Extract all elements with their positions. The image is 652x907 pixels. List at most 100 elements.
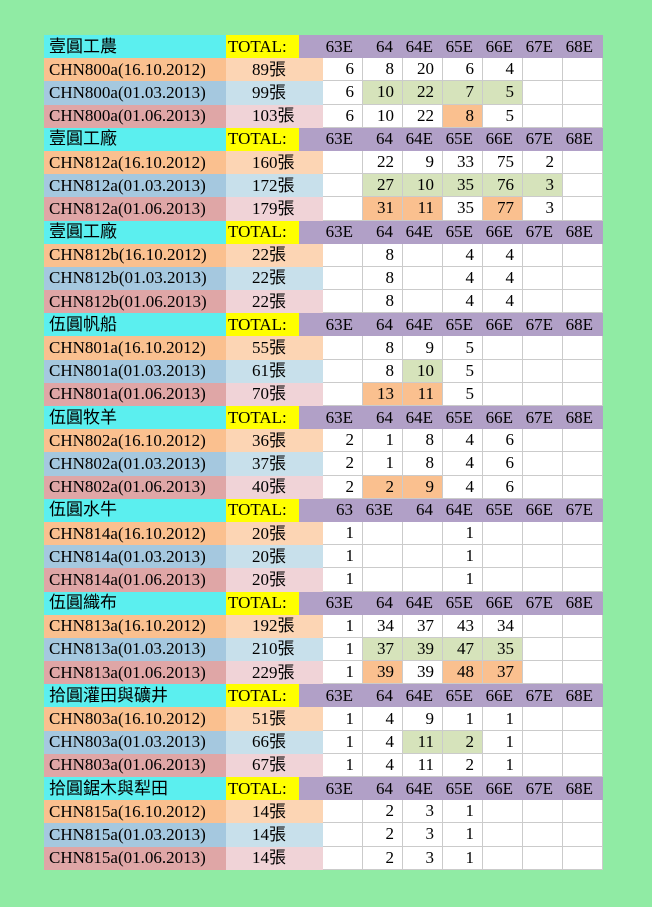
value-cell[interactable]: 8 xyxy=(403,429,444,453)
empty-cell[interactable] xyxy=(483,382,524,406)
empty-cell[interactable] xyxy=(403,266,444,291)
row-label-cell[interactable]: CHN803a(01.03.2013) xyxy=(44,730,226,754)
value-cell[interactable]: 1 xyxy=(443,800,484,824)
row-total-cell[interactable]: 22張 xyxy=(226,243,323,267)
value-cell[interactable]: 1 xyxy=(483,753,524,777)
value-cell[interactable]: 22 xyxy=(403,104,444,128)
empty-cell[interactable] xyxy=(563,545,604,569)
column-header-cell[interactable]: 64E xyxy=(403,220,444,244)
total-header-cell[interactable]: TOTAL: xyxy=(226,498,299,522)
value-cell[interactable]: 1 xyxy=(323,753,364,777)
empty-cell[interactable] xyxy=(523,475,564,499)
value-cell[interactable]: 9 xyxy=(403,150,444,175)
empty-cell[interactable] xyxy=(523,661,564,685)
column-header-cell[interactable]: 68E xyxy=(563,313,604,337)
value-cell[interactable]: 1 xyxy=(443,568,484,592)
value-cell[interactable]: 8 xyxy=(443,104,484,128)
empty-cell[interactable] xyxy=(563,58,604,82)
value-cell[interactable]: 7 xyxy=(443,81,484,105)
value-cell[interactable]: 1 xyxy=(323,568,364,592)
empty-cell[interactable] xyxy=(363,521,404,546)
row-total-cell[interactable]: 66張 xyxy=(226,730,323,754)
column-header-cell[interactable]: 64E xyxy=(443,498,484,522)
value-cell[interactable]: 1 xyxy=(363,452,404,476)
row-label-cell[interactable]: CHN801a(01.06.2013) xyxy=(44,382,226,406)
row-label-cell[interactable]: CHN801a(16.10.2012) xyxy=(44,336,226,360)
empty-cell[interactable] xyxy=(323,290,364,314)
value-cell[interactable]: 3 xyxy=(403,823,444,847)
empty-cell[interactable] xyxy=(523,614,564,638)
column-header-cell[interactable]: 66E xyxy=(483,127,524,151)
empty-cell[interactable] xyxy=(323,150,364,175)
column-header-cell[interactable]: 65E xyxy=(483,498,524,522)
empty-cell[interactable] xyxy=(323,336,364,360)
empty-cell[interactable] xyxy=(563,521,604,546)
column-header-cell[interactable]: 63E xyxy=(363,498,404,522)
row-label-cell[interactable]: CHN802a(01.06.2013) xyxy=(44,475,226,499)
row-total-cell[interactable]: 55張 xyxy=(226,336,323,360)
empty-cell[interactable] xyxy=(403,545,444,569)
value-cell[interactable]: 33 xyxy=(443,150,484,175)
column-header-cell[interactable]: 68E xyxy=(563,220,604,244)
column-header-cell[interactable]: 65E xyxy=(443,220,484,244)
column-header-cell[interactable]: 65E xyxy=(443,684,484,708)
row-label-cell[interactable]: CHN800a(16.10.2012) xyxy=(44,58,226,82)
value-cell[interactable]: 4 xyxy=(483,58,524,82)
empty-cell[interactable] xyxy=(323,823,364,847)
column-header-cell[interactable]: 67E xyxy=(523,313,564,337)
empty-cell[interactable] xyxy=(563,197,604,221)
empty-cell[interactable] xyxy=(523,382,564,406)
value-cell[interactable]: 1 xyxy=(443,707,484,731)
value-cell[interactable]: 34 xyxy=(483,614,524,638)
value-cell[interactable]: 35 xyxy=(443,174,484,198)
value-cell[interactable]: 39 xyxy=(363,661,404,685)
row-total-cell[interactable]: 61張 xyxy=(226,359,323,383)
value-cell[interactable]: 1 xyxy=(443,521,484,546)
empty-cell[interactable] xyxy=(563,800,604,824)
empty-cell[interactable] xyxy=(563,568,604,592)
row-total-cell[interactable]: 99張 xyxy=(226,81,323,105)
empty-cell[interactable] xyxy=(403,568,444,592)
value-cell[interactable]: 43 xyxy=(443,614,484,638)
value-cell[interactable]: 10 xyxy=(363,81,404,105)
empty-cell[interactable] xyxy=(483,800,524,824)
row-label-cell[interactable]: CHN814a(01.06.2013) xyxy=(44,568,226,592)
value-cell[interactable]: 2 xyxy=(443,753,484,777)
row-label-cell[interactable]: CHN814a(01.03.2013) xyxy=(44,545,226,569)
column-header-cell[interactable]: 63E xyxy=(299,684,364,708)
column-header-cell[interactable]: 64 xyxy=(363,220,404,244)
empty-cell[interactable] xyxy=(563,614,604,638)
value-cell[interactable]: 1 xyxy=(443,846,484,870)
value-cell[interactable]: 8 xyxy=(363,266,404,291)
total-header-cell[interactable]: TOTAL: xyxy=(226,406,299,430)
value-cell[interactable]: 1 xyxy=(483,730,524,754)
row-label-cell[interactable]: CHN800a(01.06.2013) xyxy=(44,104,226,128)
value-cell[interactable]: 1 xyxy=(323,637,364,662)
value-cell[interactable]: 8 xyxy=(363,359,404,383)
row-total-cell[interactable]: 210張 xyxy=(226,637,323,662)
empty-cell[interactable] xyxy=(563,266,604,291)
row-total-cell[interactable]: 51張 xyxy=(226,707,323,731)
column-header-cell[interactable]: 65E xyxy=(443,35,484,59)
section-title-cell[interactable]: 壹圓工廠 xyxy=(44,127,226,151)
column-header-cell[interactable]: 68E xyxy=(563,591,604,615)
value-cell[interactable]: 31 xyxy=(363,197,404,221)
column-header-cell[interactable]: 64E xyxy=(403,684,444,708)
value-cell[interactable]: 1 xyxy=(323,707,364,731)
section-title-cell[interactable]: 伍圓牧羊 xyxy=(44,406,226,430)
value-cell[interactable]: 37 xyxy=(363,637,404,662)
row-label-cell[interactable]: CHN801a(01.03.2013) xyxy=(44,359,226,383)
row-label-cell[interactable]: CHN812b(16.10.2012) xyxy=(44,243,226,267)
value-cell[interactable]: 13 xyxy=(363,382,404,406)
column-header-cell[interactable]: 64E xyxy=(403,406,444,430)
empty-cell[interactable] xyxy=(563,81,604,105)
value-cell[interactable]: 39 xyxy=(403,637,444,662)
value-cell[interactable]: 6 xyxy=(483,475,524,499)
row-label-cell[interactable]: CHN803a(01.06.2013) xyxy=(44,753,226,777)
row-total-cell[interactable]: 14張 xyxy=(226,800,323,824)
value-cell[interactable]: 48 xyxy=(443,661,484,685)
value-cell[interactable]: 3 xyxy=(523,197,564,221)
value-cell[interactable]: 1 xyxy=(323,614,364,638)
value-cell[interactable]: 4 xyxy=(483,243,524,267)
value-cell[interactable]: 1 xyxy=(483,707,524,731)
